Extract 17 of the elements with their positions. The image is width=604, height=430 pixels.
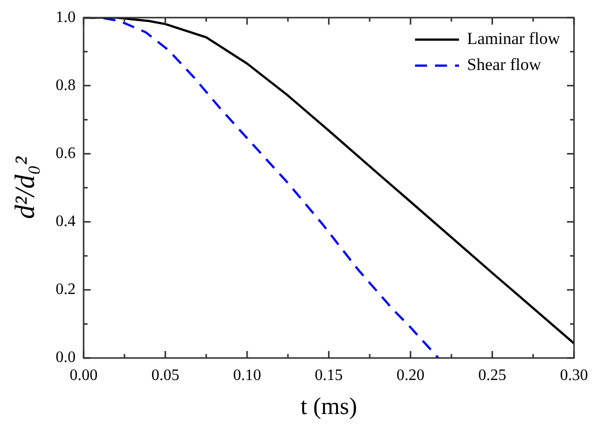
y-axis-title: d²/d₀²	[10, 156, 42, 219]
x-tick-label: 0.25	[478, 366, 506, 384]
legend-label: Laminar flow	[467, 29, 561, 48]
x-tick-label: 0.10	[233, 366, 262, 384]
x-tick-label: 0.05	[151, 366, 180, 384]
y-tick-label: 1.0	[56, 8, 76, 26]
x-tick-label: 0.00	[70, 366, 98, 384]
x-tick-label: 0.30	[560, 366, 588, 384]
x-tick-label: 0.15	[314, 366, 343, 384]
y-tick-label: 0.0	[56, 349, 76, 366]
y-tick-label: 0.2	[56, 281, 76, 298]
y-tick-label: 0.6	[56, 144, 76, 162]
x-axis-title: t (ms)	[300, 394, 358, 420]
y-tick-label: 0.8	[56, 76, 76, 94]
x-tick-label: 0.20	[396, 366, 425, 384]
legend-label: Shear flow	[467, 55, 542, 74]
y-tick-label: 0.4	[56, 213, 76, 230]
